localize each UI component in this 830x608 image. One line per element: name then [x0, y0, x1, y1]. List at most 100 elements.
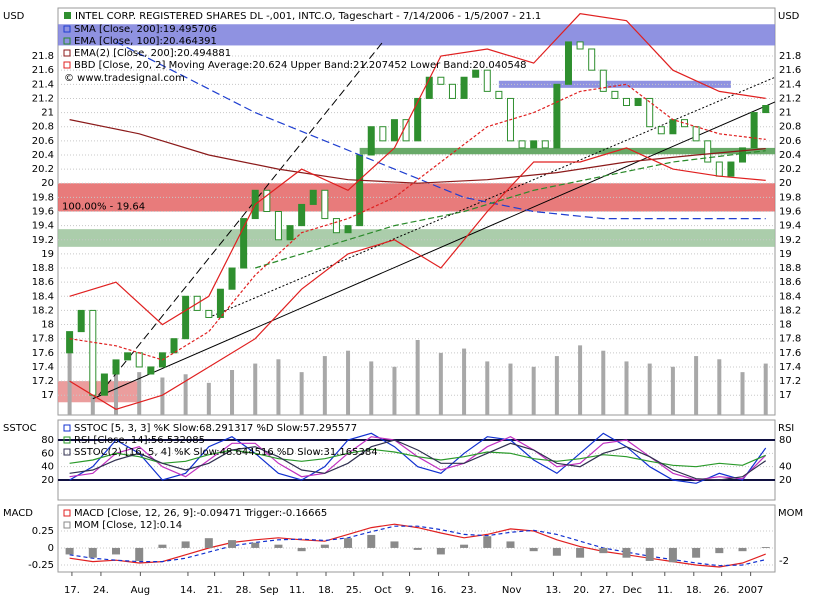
candle: [205, 309, 213, 318]
candle: [356, 154, 364, 227]
x-tick-label: 11.: [289, 585, 305, 596]
momentum-bar: [65, 547, 74, 555]
y-tick-label-right: 17.8: [779, 334, 801, 345]
y-tick-label-right: 19.8: [779, 192, 801, 203]
x-tick-label: 16.: [431, 585, 447, 596]
y-tick-label: 21.2: [32, 93, 54, 104]
y2-tick-label: -2: [779, 556, 789, 567]
y-tick-label: 18: [41, 320, 54, 331]
x-tick-label: 27.: [599, 585, 615, 596]
y-tick-label: 20: [41, 178, 54, 189]
y-tick-label: 18.4: [32, 291, 54, 302]
y-tick-label: 20.2: [32, 164, 54, 175]
y-tick-label-right: 21.4: [779, 79, 801, 90]
momentum-bar: [552, 547, 561, 556]
momentum-bar: [181, 541, 190, 548]
volume-bar: [299, 372, 304, 415]
credit: © www.tradesignal.com: [64, 73, 185, 84]
legend-entry: SSTOC(2) [16, 5, 4] %K Slow:48.644516 %D…: [74, 447, 378, 458]
x-tick-label: 9.: [405, 585, 415, 596]
y-tick-label: 19.4: [32, 221, 54, 232]
indicator-line: [69, 439, 767, 481]
zone: [58, 24, 775, 46]
candle: [228, 267, 236, 290]
candle: [170, 338, 178, 354]
volume-bar: [694, 356, 699, 415]
candle: [414, 97, 422, 142]
zone: [58, 229, 775, 247]
indicator-line: [115, 41, 766, 220]
candle: [704, 140, 712, 163]
y-tick-label: 19.8: [32, 192, 54, 203]
candle: [762, 105, 770, 114]
indicator-line: [69, 432, 767, 484]
candle: [727, 161, 735, 177]
y-tick-label-right: 21.6: [779, 65, 801, 76]
candle: [263, 189, 271, 212]
y2-tick-label: 40: [779, 462, 792, 473]
volume-bar: [137, 372, 142, 415]
zone: [359, 147, 775, 155]
volume-bar: [160, 377, 165, 415]
candle: [715, 161, 723, 177]
volume-bar: [624, 361, 629, 415]
legend-entry: MACD [Close, 12, 26, 9]:-0.09471 Trigger…: [74, 508, 327, 519]
x-tick-label: 18.: [318, 585, 334, 596]
x-tick-label: Aug: [131, 585, 151, 596]
candle: [77, 309, 85, 333]
y-tick-label-right: 21.2: [779, 93, 801, 104]
zone: [498, 80, 731, 88]
volume-bar: [322, 356, 327, 415]
volume-bar: [369, 361, 374, 415]
legend-entry: BBD [Close, 20, 2] Moving Average:20.624…: [74, 60, 527, 71]
volume-bar: [554, 356, 559, 415]
y-tick-label: 0.25: [32, 526, 54, 537]
candle: [564, 41, 572, 85]
y2-tick-label: 80: [779, 435, 792, 446]
candle: [182, 295, 190, 340]
momentum-bar: [692, 547, 701, 558]
x-tick-label: 17.: [64, 585, 80, 596]
volume-bar: [183, 374, 188, 415]
candle: [437, 76, 445, 85]
volume-bar: [578, 345, 583, 415]
axis-unit-right: USD: [778, 11, 800, 22]
y-tick-label-right: 18.4: [779, 291, 801, 302]
volume-bar: [392, 366, 397, 415]
candle: [147, 366, 155, 375]
momentum-bar: [460, 544, 469, 548]
candle: [379, 126, 387, 142]
y-tick-label: 0: [48, 543, 54, 554]
candle: [112, 359, 120, 375]
y-tick-label-right: 20.2: [779, 164, 801, 175]
candle: [750, 112, 758, 149]
axis-unit-right: MOM: [778, 508, 803, 519]
x-tick-label: 26.: [714, 585, 730, 596]
volume-bar: [763, 363, 768, 415]
legend-icon: [63, 61, 71, 69]
legend-entry: RSI [Close, 14]:56.532085: [74, 435, 205, 446]
candle: [588, 48, 596, 71]
momentum-bar: [506, 541, 515, 548]
y-tick-label: 20: [41, 475, 54, 486]
momentum-bar: [112, 547, 121, 555]
volume-bar: [462, 348, 467, 415]
legend-icon: [63, 521, 71, 529]
y-tick-label-right: 17.2: [779, 376, 801, 387]
y-tick-label: 19: [41, 249, 54, 260]
y-tick-label: 40: [41, 462, 54, 473]
volume-bar: [485, 361, 490, 415]
candle: [66, 331, 74, 354]
candle: [553, 83, 561, 149]
legend-entry: SSTOC [5, 3, 3] %K Slow:68.291317 %D Slo…: [74, 423, 357, 434]
volume-bar: [230, 370, 235, 415]
momentum-bar: [204, 538, 213, 548]
volume-bar: [415, 340, 420, 415]
momentum-bar: [436, 547, 445, 555]
y-tick-label: 19.2: [32, 235, 54, 246]
momentum-bar: [297, 547, 306, 552]
y-tick-label: 17: [41, 390, 54, 401]
y-tick-label: 80: [41, 435, 54, 446]
legend-icon: [63, 49, 71, 57]
axis-unit-left: SSTOC: [3, 423, 37, 434]
